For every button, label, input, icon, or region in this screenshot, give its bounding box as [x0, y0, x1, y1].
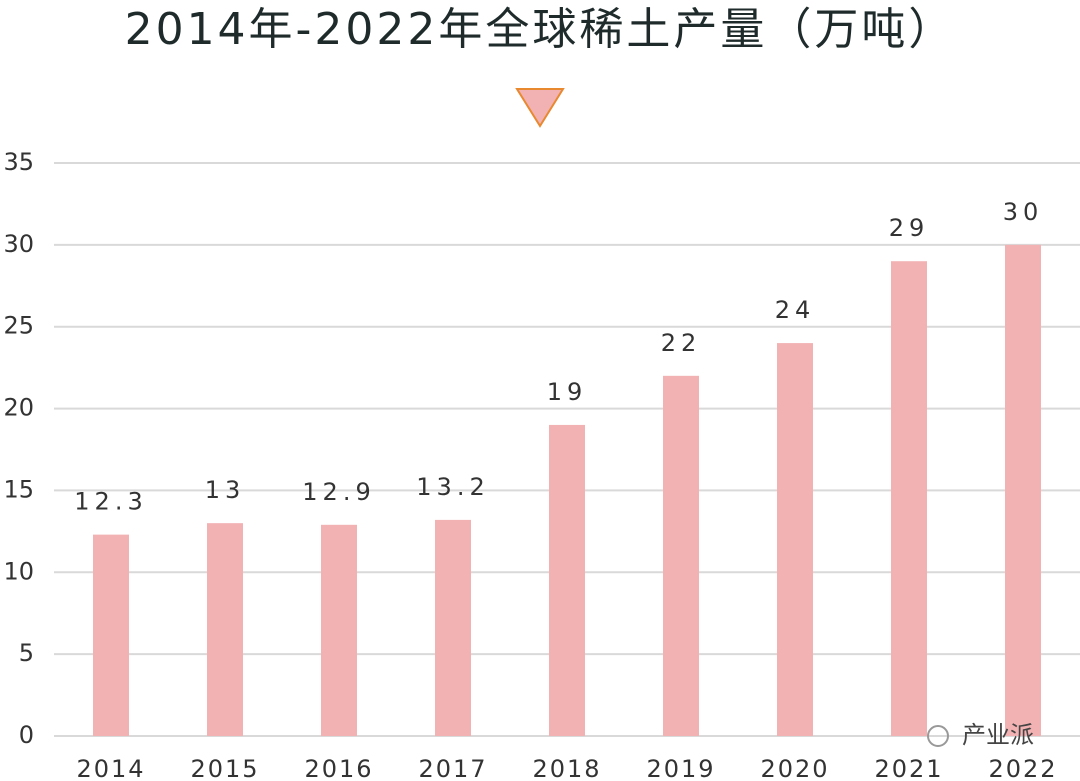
- y-tick-label: 25: [3, 312, 34, 340]
- decoration-triangle: [515, 88, 565, 128]
- x-tick-label: 2019: [646, 755, 715, 781]
- bar: [663, 375, 699, 736]
- y-tick-label: 10: [3, 557, 34, 585]
- y-tick-label: 5: [19, 639, 34, 667]
- data-label: 24: [775, 296, 816, 324]
- x-tick-label: 2018: [532, 755, 601, 781]
- bar: [549, 424, 585, 736]
- data-label: 12.9: [302, 478, 375, 506]
- bar: [93, 534, 129, 736]
- data-label: 22: [661, 329, 702, 357]
- y-tick-label: 0: [19, 721, 34, 749]
- data-label: 13: [205, 476, 246, 504]
- y-tick-label: 15: [3, 475, 34, 503]
- x-tick-label: 2020: [760, 755, 829, 781]
- x-tick-label: 2014: [76, 755, 145, 781]
- x-tick-label: 2021: [874, 755, 943, 781]
- data-label: 12.3: [74, 488, 147, 516]
- data-label: 13.2: [416, 473, 489, 501]
- y-tick-label: 35: [3, 148, 34, 176]
- x-tick-label: 2017: [418, 755, 487, 781]
- bar: [891, 261, 927, 736]
- data-label: 30: [1003, 198, 1044, 226]
- logo: 产业派: [927, 721, 1034, 749]
- x-tick-label: 2015: [190, 755, 259, 781]
- y-tick-label: 30: [3, 230, 34, 258]
- bar: [1005, 244, 1041, 736]
- bar: [207, 523, 243, 736]
- data-label: 29: [889, 214, 930, 242]
- data-label: 19: [547, 378, 588, 406]
- bar: [321, 524, 357, 736]
- x-tick-label: 2016: [304, 755, 373, 781]
- bar: [777, 343, 813, 736]
- chart-title: 2014年-2022年全球稀土产量（万吨）: [125, 4, 956, 55]
- logo-icon: [927, 725, 949, 747]
- bar: [435, 519, 471, 736]
- logo-text: 产业派: [962, 721, 1034, 749]
- x-tick-label: 2022: [988, 755, 1057, 781]
- y-tick-label: 20: [3, 394, 34, 422]
